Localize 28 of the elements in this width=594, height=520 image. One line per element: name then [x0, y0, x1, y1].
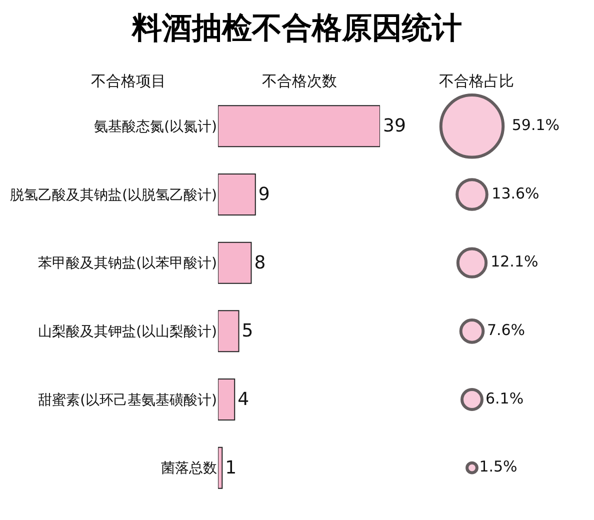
bar	[218, 242, 252, 284]
data-label: 4	[238, 389, 250, 410]
y-tick-label: 菌落总数	[161, 460, 217, 477]
chart-title: 料酒抽检不合格原因统计	[130, 10, 463, 48]
data-label: 7.6%	[486, 320, 526, 339]
y-tick-label: 甜蜜素(以环己基氨基磺酸计)	[38, 392, 217, 408]
data-label: 1.5%	[479, 458, 518, 476]
bar	[218, 310, 240, 352]
data-label: 9	[258, 184, 270, 205]
bar	[218, 378, 236, 420]
data-label: 12.1%	[490, 252, 538, 271]
bar	[218, 174, 256, 216]
data-label: 1	[225, 457, 237, 478]
data-label: 39	[383, 116, 406, 137]
bar	[218, 446, 223, 489]
data-label: 5	[242, 320, 254, 342]
y-tick-label: 脱氢乙酸及其钠盐(以脱氢乙酸计)	[10, 187, 217, 204]
y-axis-title: 不合格项目	[91, 72, 166, 90]
text: 不合格占比	[439, 72, 514, 90]
bar	[218, 105, 380, 148]
data-label: 13.6%	[492, 184, 540, 202]
x-axis-title: 不合格次数	[262, 72, 337, 90]
data-label: 8	[254, 252, 266, 274]
y-tick-label: 山梨酸及其钾盐(以山梨酸计)	[38, 324, 217, 340]
data-label: 59.1%	[512, 116, 560, 134]
data-label: 6.1%	[485, 389, 524, 408]
y-tick-label: 苯甲酸及其钠盐(以苯甲酸计)	[38, 256, 217, 272]
y-tick-label: 氨基酸态氮(以氮计)	[94, 119, 217, 136]
